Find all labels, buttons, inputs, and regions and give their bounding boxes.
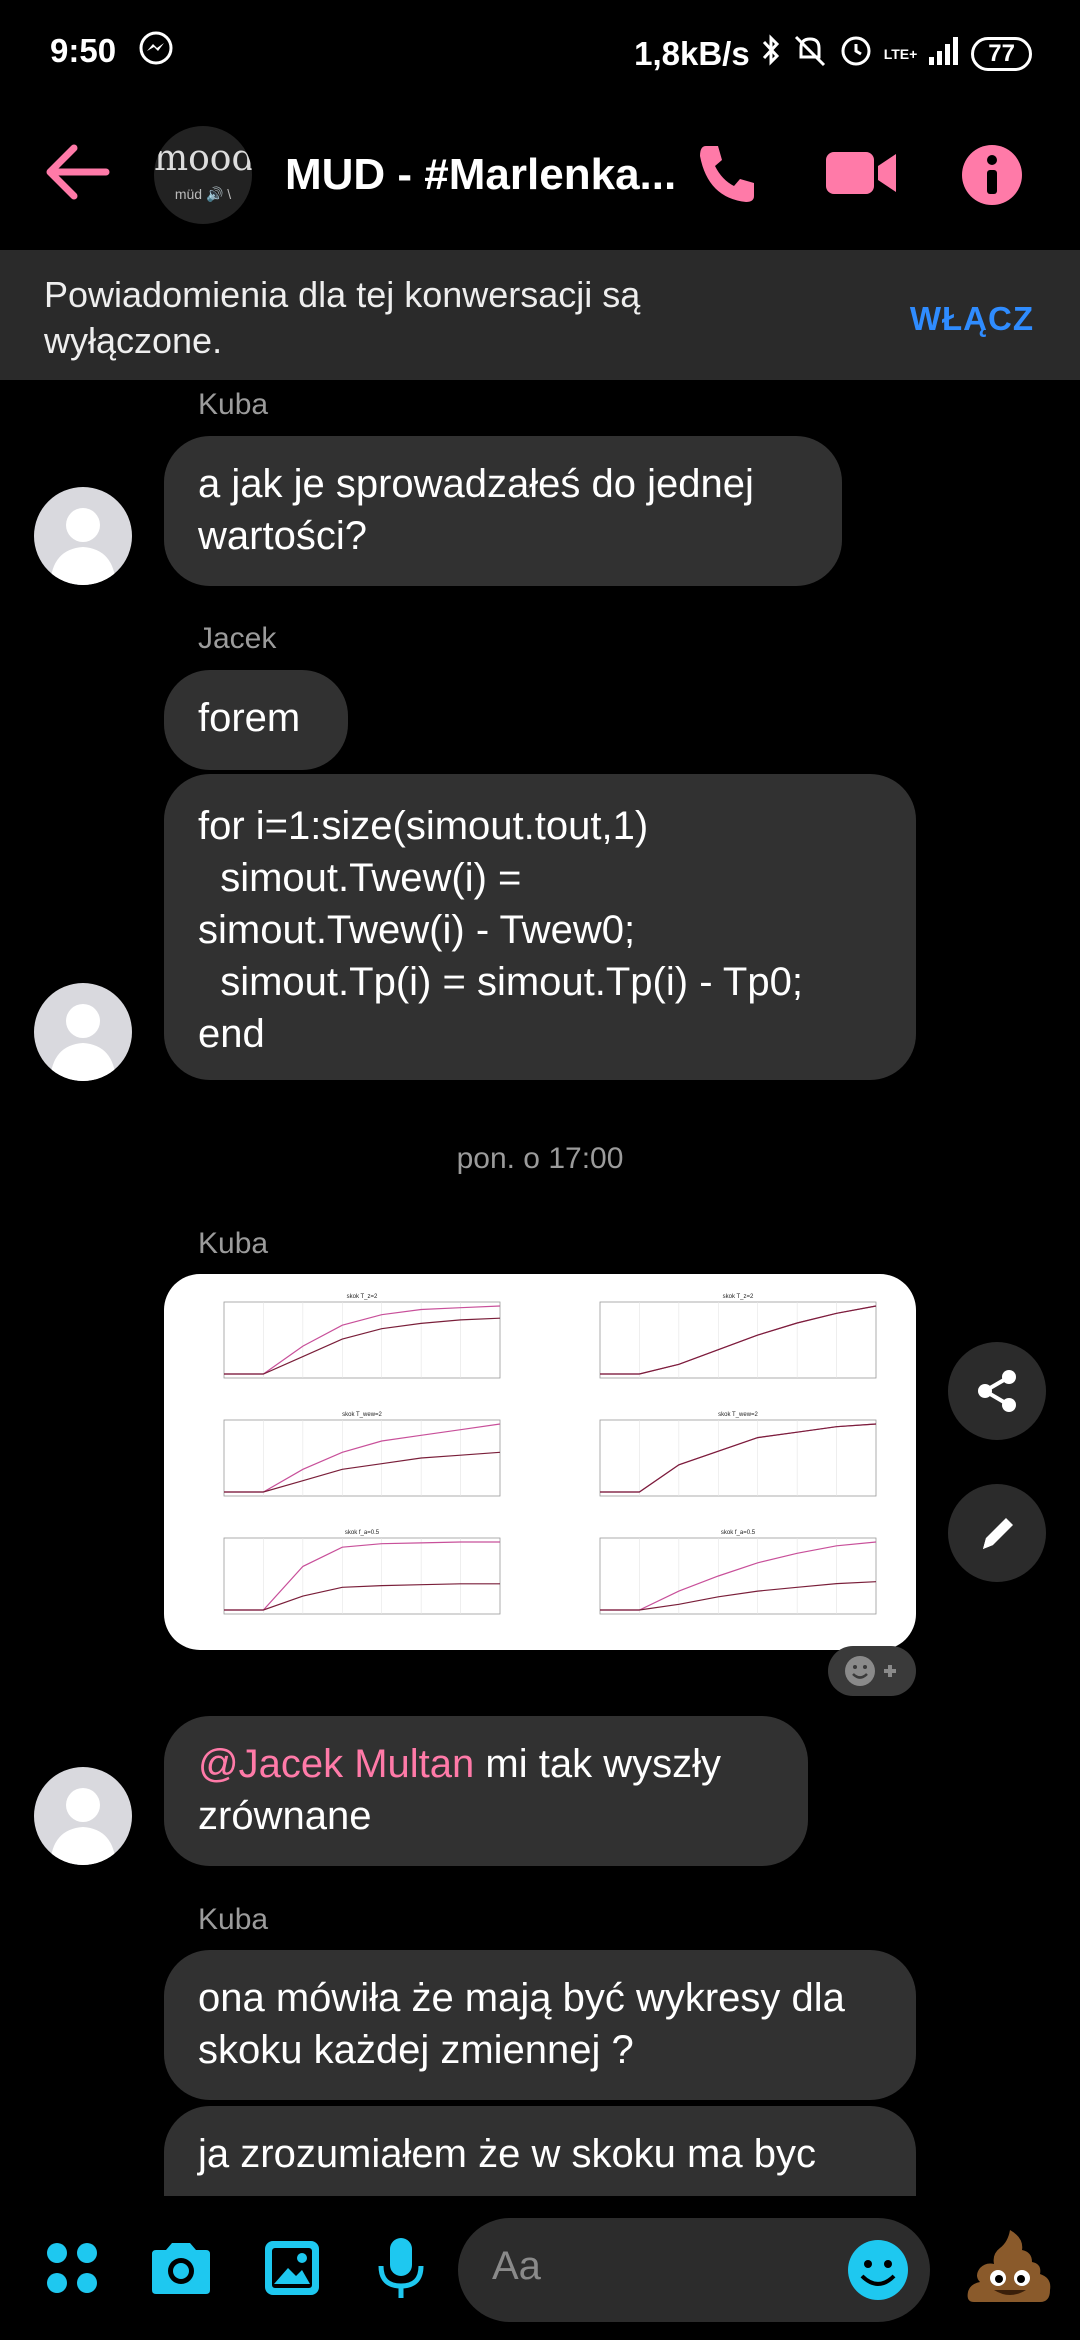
- avatar[interactable]: [34, 1767, 132, 1865]
- plot-frame: [599, 1537, 877, 1615]
- pencil-icon: [983, 1518, 1013, 1549]
- plot-series-line: [600, 1423, 877, 1493]
- edit-image-button[interactable]: [948, 1484, 1046, 1582]
- sender-name: Kuba: [198, 1903, 269, 1936]
- add-reaction-icon: [845, 1656, 896, 1686]
- plot-title: skok f_a=0.5: [721, 1530, 756, 1536]
- message-bubble[interactable]: a jak je sprowadzałeś do jednej wartości…: [164, 436, 842, 586]
- phone-call-icon[interactable]: [696, 140, 758, 211]
- quick-reaction-button[interactable]: [964, 2222, 1054, 2317]
- plot-series-line: [600, 1305, 877, 1375]
- plot-frame: [223, 1537, 501, 1615]
- notification-text: Powiadomienia dla tej konwersacji są wył…: [44, 274, 641, 361]
- image-icon: [265, 2241, 319, 2295]
- user-mention[interactable]: @Jacek Multan: [198, 1742, 475, 1786]
- plot-1: skok T_z=2: [223, 1294, 501, 1379]
- bluetooth-icon: [760, 33, 782, 75]
- camera-button[interactable]: [148, 2240, 214, 2301]
- smiley-icon: [848, 2240, 908, 2300]
- message-input[interactable]: Aa: [458, 2218, 930, 2322]
- camera-icon: [152, 2243, 210, 2294]
- group-avatar-subtext: müd 🔊 \: [174, 186, 232, 202]
- video-call-icon[interactable]: [826, 148, 898, 203]
- message-bubble[interactable]: forem: [164, 670, 348, 770]
- plot-series-line: [600, 1423, 877, 1493]
- message-timestamp: pon. o 17:00: [456, 1142, 624, 1175]
- more-actions-button[interactable]: [44, 2240, 100, 2301]
- message-bubble[interactable]: ja zrozumiałem że w skoku ma byc: [164, 2106, 916, 2196]
- network-type: LTE+: [883, 46, 918, 62]
- plot-6: skok f_a=0.5: [599, 1530, 877, 1615]
- plot-series-line: [224, 1317, 501, 1375]
- plot-2: skok T_z=2: [599, 1294, 877, 1379]
- code-message-bubble[interactable]: for i=1:size(simout.tout,1) simout.Twew(…: [164, 774, 916, 1080]
- plot-series-line: [600, 1581, 877, 1611]
- microphone-icon: [378, 2238, 424, 2298]
- plot-series-line: [224, 1541, 500, 1611]
- group-avatar[interactable]: mood müd 🔊 \: [154, 126, 252, 224]
- status-time: 9:50: [50, 32, 117, 69]
- code-line: simout.Twew(i) - Twew0;: [198, 908, 636, 952]
- message-bubble[interactable]: ona mówiła że mają być wykresy dla skoku…: [164, 1950, 916, 2100]
- info-icon[interactable]: [960, 143, 1024, 212]
- plot-series-line: [224, 1423, 501, 1493]
- code-line: simout.Twew(i) =: [198, 856, 522, 900]
- message-bubble[interactable]: @Jacek Multan mi tak wyszły zrównane: [164, 1716, 808, 1866]
- plot-title: skok T_z=2: [347, 1294, 378, 1300]
- conversation-title[interactable]: MUD - #Marlenka...: [285, 150, 677, 199]
- plot-frame: [223, 1301, 501, 1379]
- plot-3: skok T_wew=2: [223, 1412, 501, 1497]
- sender-name: Kuba: [198, 1227, 269, 1260]
- gallery-button[interactable]: [262, 2238, 322, 2303]
- plot-frame: [599, 1419, 877, 1497]
- plot-series-line: [224, 1305, 501, 1375]
- back-button[interactable]: [44, 142, 110, 207]
- plot-series-line: [224, 1451, 501, 1493]
- group-avatar-text: mood: [154, 138, 252, 179]
- muted-bell-icon: [792, 33, 828, 75]
- plot-series-line: [224, 1583, 500, 1611]
- alarm-icon: [838, 32, 874, 76]
- plot-frame: [599, 1301, 877, 1379]
- code-line: simout.Tp(i) = simout.Tp(i) - Tp0;: [198, 960, 803, 1004]
- avatar[interactable]: [34, 983, 132, 1081]
- message-clip: ja zrozumiałem że w skoku ma byc: [0, 2106, 1080, 2196]
- plot-title: skok T_wew=2: [342, 1412, 382, 1418]
- sender-name: Jacek: [198, 622, 277, 655]
- share-button[interactable]: [948, 1342, 1046, 1440]
- plot-series-line: [600, 1541, 877, 1611]
- emoji-button[interactable]: [846, 2238, 910, 2307]
- plot-title: skok f_a=0.5: [345, 1530, 380, 1536]
- notification-banner: Powiadomienia dla tej konwersacji są wył…: [0, 250, 1080, 380]
- share-icon: [978, 1370, 1016, 1412]
- plot-frame: [223, 1419, 501, 1497]
- signal-icon: [927, 35, 961, 73]
- plot-title: skok T_wew=2: [718, 1412, 758, 1418]
- enable-notifications-button[interactable]: WŁĄCZ: [909, 300, 1034, 337]
- battery-indicator: 77: [971, 37, 1032, 71]
- code-line: end: [198, 1012, 265, 1056]
- poop-emoji-icon: [967, 2230, 1051, 2302]
- messenger-icon: [138, 30, 174, 74]
- status-right: 1,8kB/s LTE+ 77: [634, 32, 1032, 76]
- plot-5: skok f_a=0.5: [223, 1530, 501, 1615]
- plot-series-line: [600, 1305, 877, 1375]
- add-reaction-button[interactable]: [828, 1646, 916, 1696]
- message-text: mi tak wyszły zrównane: [198, 1742, 721, 1838]
- message-input-placeholder: Aa: [492, 2244, 541, 2288]
- avatar[interactable]: [34, 487, 132, 585]
- plot-title: skok T_z=2: [723, 1294, 754, 1300]
- sender-name: Kuba: [198, 388, 269, 421]
- status-bar: 9:50 1,8kB/s LTE+ 77: [0, 0, 1080, 100]
- code-line: for i=1:size(simout.tout,1): [198, 804, 649, 848]
- network-speed: 1,8kB/s: [634, 35, 750, 72]
- plot-4: skok T_wew=2: [599, 1412, 877, 1497]
- grid-menu-icon: [47, 2243, 97, 2293]
- voice-message-button[interactable]: [376, 2236, 426, 2305]
